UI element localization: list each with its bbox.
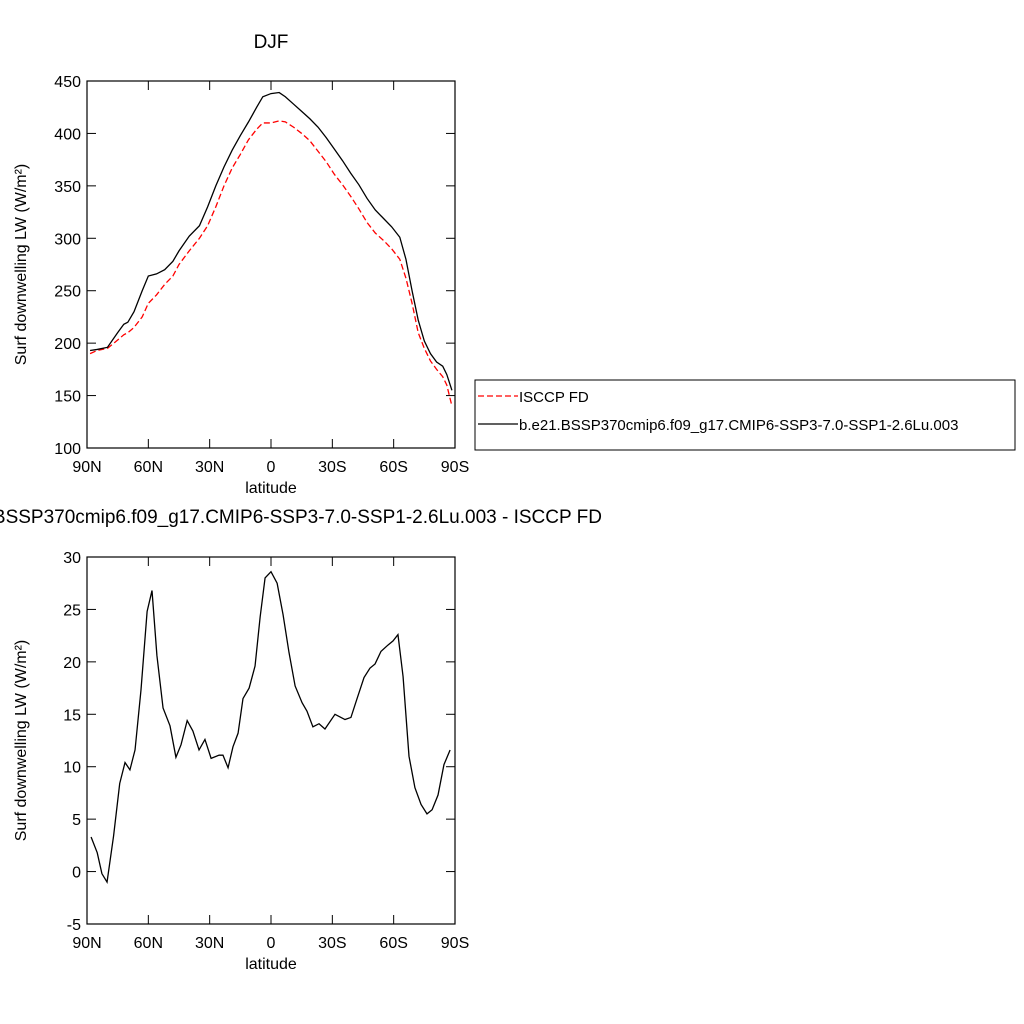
legend-label: b.e21.BSSP370cmip6.f09_g17.CMIP6-SSP3-7.… [519,417,958,434]
data-line [89,91,453,391]
y-axis-label: Surf downwelling LW (W/m²) [13,164,30,366]
y-axis-label: Surf downwelling LW (W/m²) [13,640,30,842]
chart-title: DJF [254,32,289,53]
y-tick-label: 350 [54,179,81,196]
x-tick-label: 30N [195,459,224,476]
y-tick-label: 30 [63,550,81,567]
y-tick-label: 10 [63,760,81,777]
x-axis-label: latitude [245,480,297,497]
data-line [90,570,451,884]
y-tick-label: 5 [72,812,81,829]
x-tick-label: 90S [441,459,469,476]
x-tick-label: 60S [379,935,407,952]
x-tick-label: 90S [441,935,469,952]
y-tick-label: 0 [72,865,81,882]
x-tick-label: 60S [379,459,407,476]
y-tick-label: 100 [54,441,81,458]
chart-title: b.e21.BSSP370cmip6.f09_g17.CMIP6-SSP3-7.… [0,507,602,528]
x-axis-label: latitude [245,956,297,973]
y-tick-label: 200 [54,336,81,353]
y-tick-label: 15 [63,707,81,724]
x-tick-label: 60N [134,935,163,952]
plot-frame [86,556,456,925]
y-tick-label: -5 [67,917,81,934]
x-tick-label: 0 [267,459,276,476]
x-tick-label: 30S [318,459,346,476]
x-tick-label: 30S [318,935,346,952]
x-tick-label: 30N [195,935,224,952]
y-tick-label: 400 [54,126,81,143]
y-tick-label: 300 [54,231,81,248]
y-tick-label: 150 [54,389,81,406]
data-line [89,120,453,407]
x-tick-label: 90N [72,935,101,952]
y-tick-label: 450 [54,74,81,91]
legend-box [474,379,1016,451]
legend-label: ISCCP FD [519,389,589,406]
y-tick-label: 250 [54,284,81,301]
plot-frame [86,80,456,449]
x-tick-label: 90N [72,459,101,476]
y-tick-label: 20 [63,655,81,672]
x-tick-label: 0 [267,935,276,952]
y-tick-label: 25 [63,602,81,619]
x-tick-label: 60N [134,459,163,476]
